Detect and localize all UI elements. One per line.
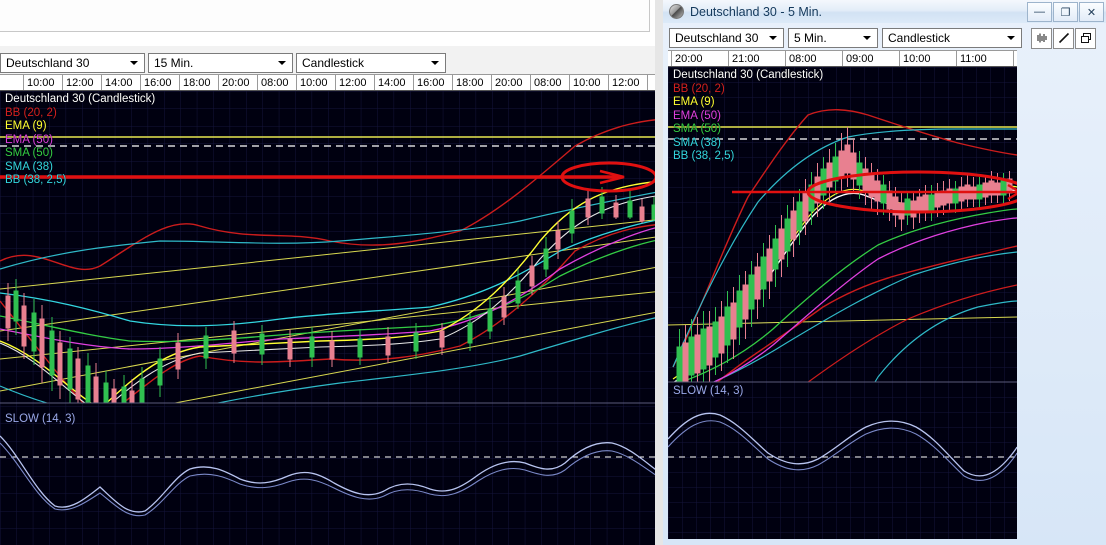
left-chart-window: Deutschland 30 15 Min. Candlestick 10:00… [0, 0, 663, 545]
time-axis-tick: 16:00 [141, 75, 180, 90]
time-axis-tick: 08:00 [531, 75, 570, 90]
left-symbol-value: Deutschland 30 [6, 56, 90, 70]
restore-button[interactable]: ❐ [1053, 2, 1078, 22]
legend-item: EMA (50) [673, 109, 721, 122]
time-axis-tick: 20:00 [672, 51, 729, 66]
right-window-titlebar[interactable]: Deutschland 30 - 5 Min. — ❐ ✕ [663, 0, 1106, 23]
chevron-down-icon[interactable] [859, 30, 875, 46]
chevron-down-icon[interactable] [1003, 30, 1019, 46]
left-chart-legend: Deutschland 30 (Candlestick) BB (20, 2) EM… [5, 93, 155, 188]
left-interval-value: 15 Min. [154, 56, 194, 70]
right-chart-legend: Deutschland 30 (Candlestick) BB (20, 2) EM… [673, 69, 823, 164]
right-charttype-value: Candlestick [888, 31, 951, 45]
right-interval-value: 5 Min. [794, 31, 827, 45]
right-charttype-select[interactable]: Candlestick [882, 28, 1022, 48]
left-window-header-blank [0, 0, 663, 46]
time-axis-tick: 21:00 [729, 51, 786, 66]
time-axis-tick: 20:00 [492, 75, 531, 90]
chevron-down-icon[interactable] [427, 55, 443, 71]
time-axis-pad [668, 51, 672, 66]
right-toolbar: Deutschland 30 5 Min. Candlestick [663, 27, 1106, 49]
time-axis-tick: 12:00 [336, 75, 375, 90]
right-chart-canvas[interactable]: Deutschland 30 (Candlestick) BB (20, 2) EM… [668, 67, 1017, 539]
legend-item: Deutschland 30 (Candlestick) [5, 93, 156, 105]
time-axis-tick: 08:00 [786, 51, 843, 66]
time-axis-tick: 11:00 [957, 51, 1014, 66]
left-interval-select[interactable]: 15 Min. [148, 53, 293, 73]
left-indicator-label: SLOW (14, 3) [5, 413, 76, 425]
left-chart-graphics [0, 91, 663, 545]
right-interval-select[interactable]: 5 Min. [788, 28, 878, 48]
left-charttype-select[interactable]: Candlestick [296, 53, 446, 73]
legend-item: BB (20, 2) [5, 106, 57, 119]
legend-item: Deutschland 30 (Candlestick) [673, 69, 824, 81]
right-window-title: Deutschland 30 - 5 Min. [690, 4, 823, 19]
window-divider [655, 0, 663, 545]
chart-app-icon [669, 4, 684, 19]
time-axis-tick: 16:00 [414, 75, 453, 90]
legend-item: BB (20, 2) [673, 82, 725, 95]
cascade-windows-icon[interactable] [1075, 27, 1096, 49]
time-axis-pad [0, 75, 24, 90]
time-axis-tick: 20:00 [219, 75, 258, 90]
minimize-icon: — [1034, 6, 1045, 18]
time-axis-tick: 09:00 [843, 51, 900, 66]
legend-item: BB (38, 2,5) [5, 174, 67, 186]
time-axis-tick: 18:00 [180, 75, 219, 90]
time-axis-tick: 12:00 [63, 75, 102, 90]
right-chart-graphics [668, 67, 1017, 539]
restore-icon: ❐ [1060, 6, 1071, 19]
minimize-button[interactable]: — [1027, 2, 1052, 22]
legend-item: SMA (50) [673, 123, 721, 135]
chevron-down-icon[interactable] [274, 55, 290, 71]
right-indicator-label: SLOW (14, 3) [673, 385, 744, 397]
right-symbol-value: Deutschland 30 [675, 31, 759, 45]
annotation-ellipse [806, 170, 1017, 214]
close-icon: ✕ [1086, 6, 1097, 19]
trendline-icon[interactable] [1053, 27, 1074, 49]
legend-item: EMA (9) [673, 96, 715, 108]
right-symbol-select[interactable]: Deutschland 30 [669, 28, 784, 48]
time-axis-tick: 10:00 [900, 51, 957, 66]
right-chart-window: Deutschland 30 - 5 Min. — ❐ ✕ Deutschlan… [663, 0, 1106, 545]
left-toolbar: Deutschland 30 15 Min. Candlestick [0, 52, 663, 74]
time-axis-tick: 18:00 [453, 75, 492, 90]
legend-item: BB (38, 2,5) [673, 150, 735, 162]
chevron-down-icon[interactable] [765, 30, 781, 46]
legend-item: SMA (50) [5, 147, 53, 159]
right-time-axis: 20:00 21:00 08:00 09:00 10:00 11:00 [668, 50, 1017, 67]
chevron-down-icon[interactable] [126, 55, 142, 71]
legend-item: EMA (9) [5, 120, 47, 132]
close-button[interactable]: ✕ [1079, 2, 1104, 22]
left-charttype-value: Candlestick [302, 56, 365, 70]
bar-chart-icon[interactable] [1031, 27, 1052, 49]
left-time-axis: 10:00 12:00 14:00 16:00 18:00 20:00 08:00 10:00… [0, 74, 663, 91]
time-axis-tick: 08:00 [258, 75, 297, 90]
left-symbol-select[interactable]: Deutschland 30 [0, 53, 145, 73]
time-axis-tick: 10:00 [297, 75, 336, 90]
time-axis-tick: 10:00 [570, 75, 609, 90]
left-window-header-frame [0, 0, 650, 32]
time-axis-tick: 14:00 [375, 75, 414, 90]
legend-item: SMA (38) [5, 160, 53, 173]
time-axis-tick: 12:00 [609, 75, 648, 90]
time-axis-tick: 14:00 [102, 75, 141, 90]
legend-item: SMA (38) [673, 136, 721, 149]
time-axis-tick: 10:00 [24, 75, 63, 90]
legend-item: EMA (50) [5, 133, 53, 146]
left-chart-canvas[interactable]: Deutschland 30 (Candlestick) BB (20, 2) EM… [0, 91, 663, 545]
window-controls: — ❐ ✕ [1026, 2, 1104, 22]
